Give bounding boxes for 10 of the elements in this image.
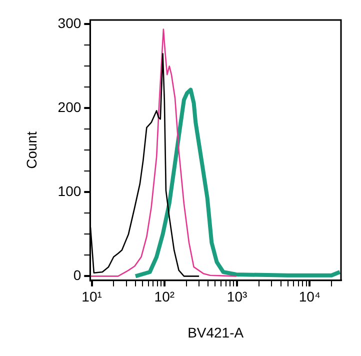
x-tick-label: 10² <box>154 288 175 305</box>
x-tick-label: 10³ <box>226 288 248 305</box>
x-tick-label: 10¹ <box>82 288 102 305</box>
y-tick-label: 100 <box>58 183 82 200</box>
x-axis-title: BV421-A <box>188 324 244 340</box>
x-tick-label: 10⁴ <box>298 288 320 305</box>
y-tick-label: 200 <box>58 99 82 116</box>
y-tick-label: 0 <box>73 267 82 284</box>
y-axis-title: Count <box>23 131 40 169</box>
y-tick-label: 300 <box>58 15 82 32</box>
